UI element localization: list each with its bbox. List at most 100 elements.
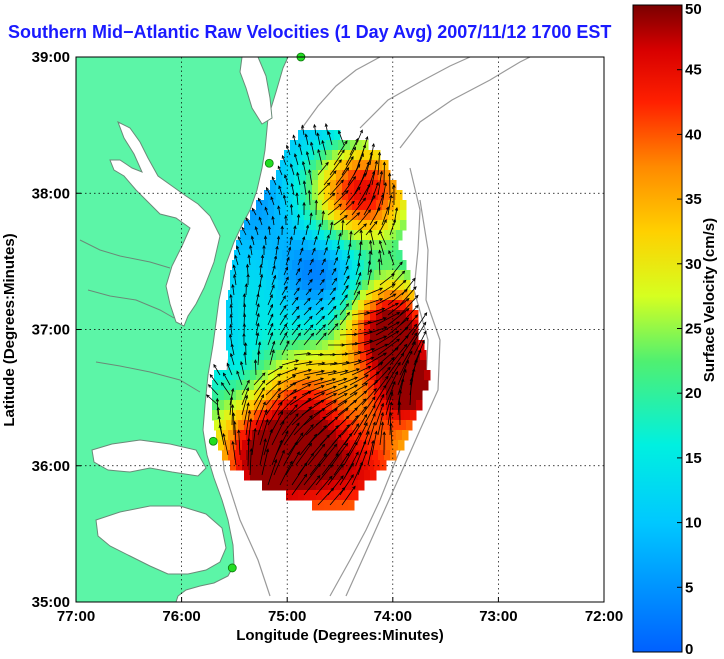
- velocity-cell: [276, 180, 283, 191]
- velocity-vector-head: [296, 213, 301, 218]
- velocity-vector: [289, 398, 311, 416]
- velocity-cell: [422, 380, 429, 391]
- station-markers: [208, 52, 306, 573]
- velocity-cell: [356, 150, 363, 161]
- velocity-cell: [302, 140, 309, 151]
- velocity-cell: [298, 330, 305, 341]
- velocity-cell: [310, 370, 317, 381]
- velocity-cell: [274, 320, 281, 331]
- velocity-cell: [372, 170, 379, 181]
- velocity-vector-head: [306, 376, 311, 380]
- velocity-vector-head: [352, 146, 356, 151]
- velocity-vector: [315, 298, 323, 306]
- velocity-cell: [272, 270, 279, 281]
- velocity-cell: [250, 420, 257, 431]
- velocity-cell: [300, 250, 307, 261]
- velocity-vector: [347, 432, 362, 456]
- velocity-cell: [276, 170, 283, 181]
- velocity-cell: [370, 160, 377, 171]
- velocity-cell: [328, 480, 335, 491]
- velocity-vector-head: [313, 123, 317, 128]
- velocity-cell: [340, 420, 347, 431]
- velocity-vector-head: [357, 163, 361, 168]
- velocity-cell: [380, 280, 387, 291]
- velocity-cell: [380, 380, 387, 391]
- velocity-cell: [326, 390, 333, 401]
- velocity-cell: [280, 310, 287, 321]
- velocity-vector-head: [321, 278, 325, 283]
- velocity-cell: [368, 380, 375, 391]
- velocity-vector-head: [310, 258, 314, 263]
- velocity-cell: [256, 330, 263, 341]
- velocity-vector-head: [270, 303, 274, 308]
- velocity-vector-head: [398, 401, 402, 405]
- velocity-cell: [262, 420, 269, 431]
- velocity-vector-head: [309, 315, 313, 320]
- velocity-cell: [328, 370, 335, 381]
- velocity-cell: [370, 310, 377, 321]
- velocity-vector: [279, 305, 287, 316]
- velocity-cell: [318, 190, 325, 201]
- velocity-vector-head: [350, 155, 354, 160]
- velocity-vector-head: [231, 412, 236, 417]
- velocity-cell: [326, 280, 333, 291]
- velocity-vector-head: [323, 425, 327, 429]
- velocity-vector-head: [270, 322, 274, 327]
- velocity-cell: [242, 240, 249, 251]
- velocity-cell: [262, 340, 269, 351]
- velocity-vector: [295, 278, 301, 286]
- velocity-vector-head: [388, 172, 392, 177]
- velocity-vector-head: [289, 203, 294, 208]
- velocity-vector-head: [350, 474, 354, 478]
- velocity-cell: [286, 300, 293, 311]
- velocity-vector: [319, 279, 325, 286]
- colorbar-tick-label: 5: [685, 579, 693, 596]
- velocity-vector-head: [279, 439, 283, 444]
- velocity-vector-head: [320, 268, 325, 273]
- velocity-vector: [328, 131, 333, 146]
- velocity-cell: [328, 300, 335, 311]
- velocity-cell: [312, 250, 319, 261]
- velocity-cell: [256, 260, 263, 271]
- velocity-vector-head: [396, 321, 400, 325]
- velocity-cell: [308, 240, 315, 251]
- velocity-vector: [327, 306, 337, 316]
- velocity-vector-head: [415, 294, 419, 299]
- velocity-cell: [384, 290, 391, 301]
- velocity-vector: [297, 258, 302, 266]
- velocity-vector-head: [414, 332, 418, 337]
- velocity-cell: [348, 290, 355, 301]
- x-tick-label: 73:00: [479, 608, 517, 625]
- velocity-vector-head: [363, 440, 367, 445]
- velocity-vector: [323, 247, 328, 256]
- velocity-cell: [244, 310, 251, 321]
- velocity-vector-head: [392, 380, 396, 385]
- velocity-cell: [290, 270, 297, 281]
- velocity-cell: [296, 410, 303, 421]
- velocity-vector-head: [396, 312, 401, 316]
- velocity-vector: [327, 297, 335, 306]
- velocity-vector: [267, 402, 283, 426]
- velocity-vector-head: [380, 411, 384, 416]
- velocity-cell: [362, 380, 369, 391]
- velocity-vector: [321, 193, 336, 206]
- velocity-vector-head: [207, 384, 212, 388]
- velocity-vector-head: [302, 201, 306, 206]
- velocity-vector-head: [402, 279, 407, 284]
- velocity-cell: [404, 410, 411, 421]
- velocity-vector: [279, 295, 286, 306]
- velocity-vector-head: [363, 172, 367, 177]
- velocity-cell: [278, 240, 285, 251]
- velocity-vector: [253, 380, 266, 396]
- velocity-cell: [336, 290, 343, 301]
- velocity-cell: [390, 430, 397, 441]
- velocity-cell: [400, 200, 407, 211]
- velocity-vector: [229, 334, 233, 346]
- velocity-cell: [342, 250, 349, 261]
- velocity-cell: [342, 170, 349, 181]
- velocity-cell: [356, 440, 363, 451]
- velocity-vector-head: [392, 218, 396, 223]
- velocity-vector-head: [371, 170, 376, 175]
- velocity-vector: [373, 376, 389, 396]
- velocity-vector: [265, 373, 281, 386]
